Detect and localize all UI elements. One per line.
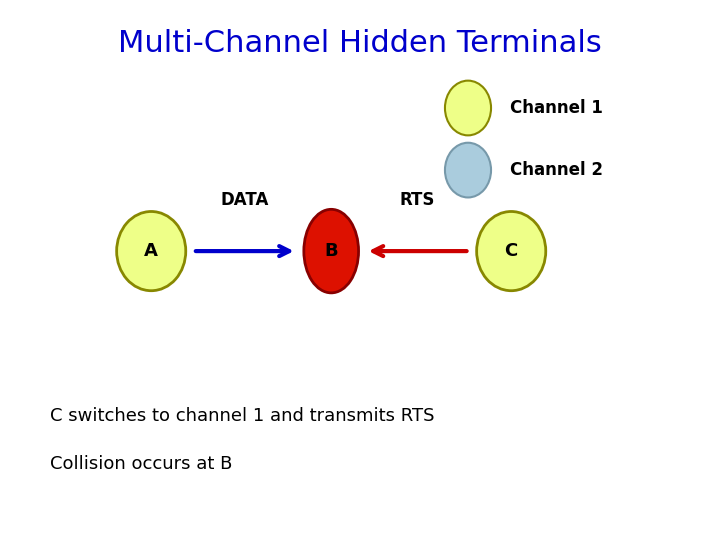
Ellipse shape (445, 143, 491, 198)
Ellipse shape (117, 212, 186, 291)
Text: Collision occurs at B: Collision occurs at B (50, 455, 233, 474)
Text: B: B (325, 242, 338, 260)
Text: RTS: RTS (400, 191, 436, 209)
Text: DATA: DATA (220, 191, 269, 209)
Text: Multi-Channel Hidden Terminals: Multi-Channel Hidden Terminals (118, 29, 602, 58)
Ellipse shape (445, 80, 491, 136)
Text: Channel 1: Channel 1 (510, 99, 603, 117)
Text: Channel 2: Channel 2 (510, 161, 603, 179)
Text: C: C (505, 242, 518, 260)
Text: A: A (144, 242, 158, 260)
Text: C switches to channel 1 and transmits RTS: C switches to channel 1 and transmits RT… (50, 407, 435, 425)
Ellipse shape (304, 210, 359, 293)
Ellipse shape (477, 212, 546, 291)
